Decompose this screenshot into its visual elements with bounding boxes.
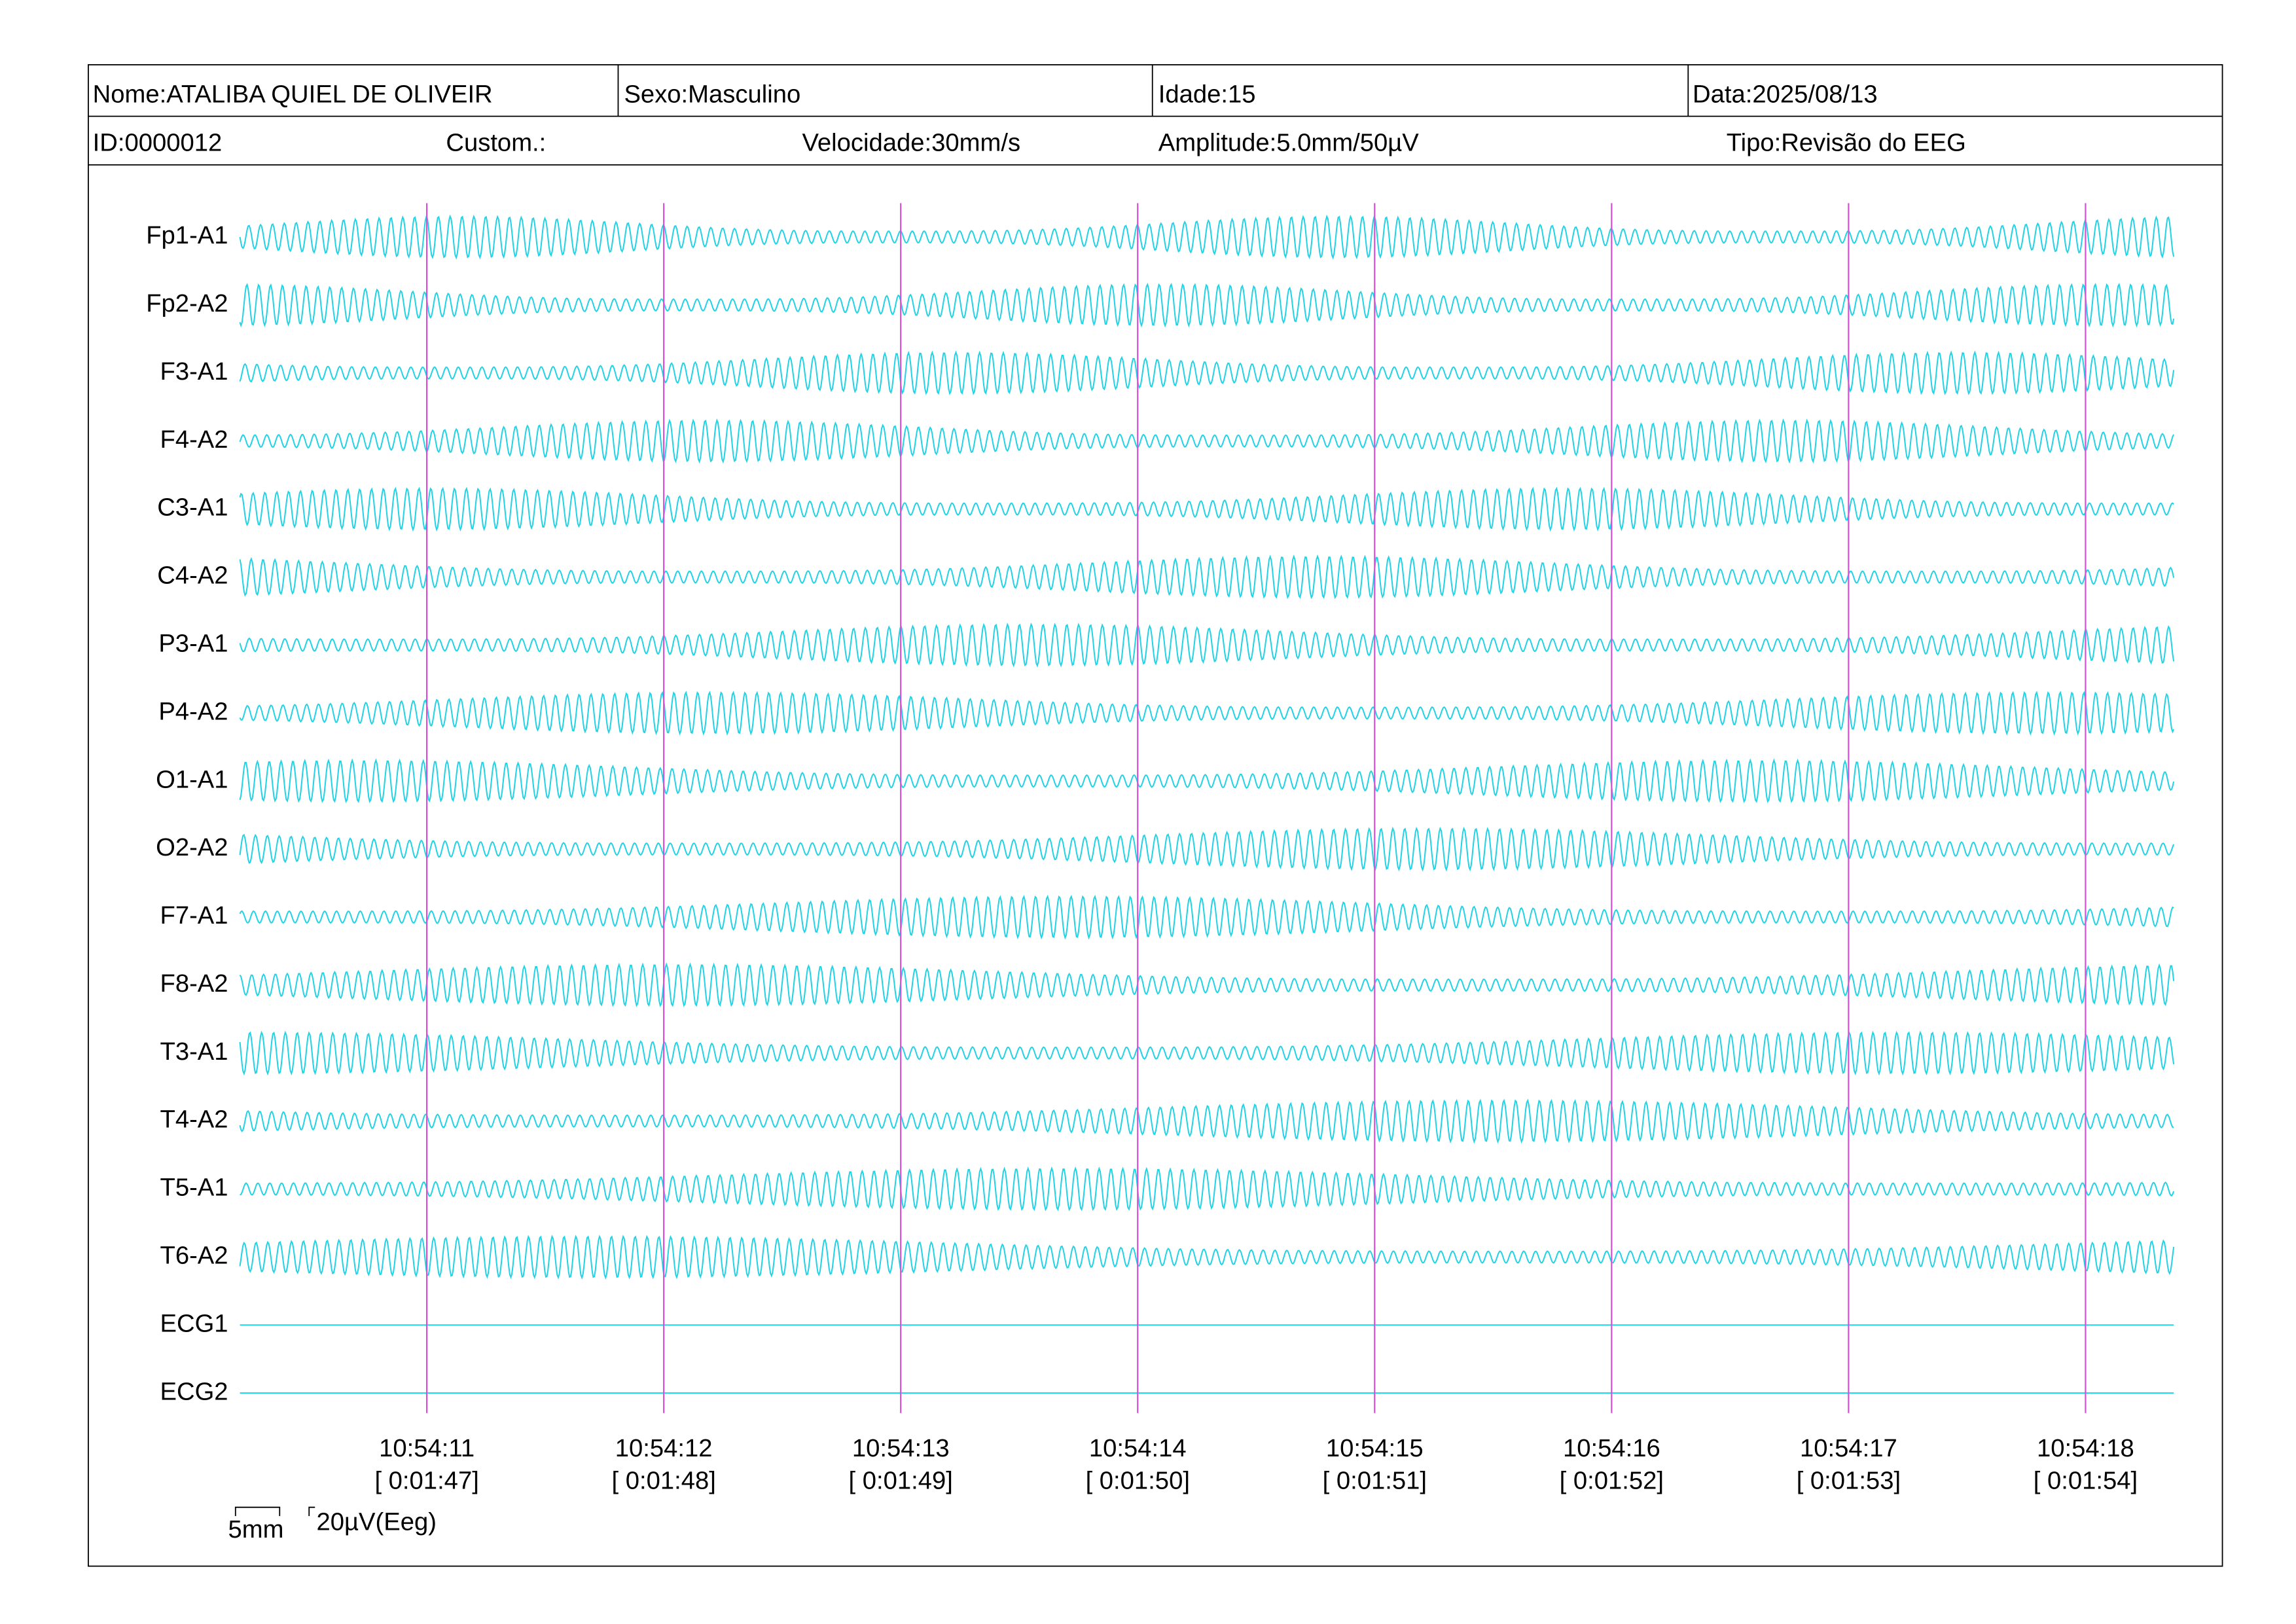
channel-label: Fp2-A2 xyxy=(146,289,228,317)
trace xyxy=(239,691,2175,736)
trace xyxy=(239,282,2175,328)
elapsed-label: [ 0:01:49] xyxy=(849,1467,953,1495)
channel-label: C3-A1 xyxy=(157,494,228,522)
channel-label: F3-A1 xyxy=(160,357,228,386)
trace xyxy=(239,826,2175,872)
channel-label: C4-A2 xyxy=(157,562,228,590)
sex: Sexo:Masculino xyxy=(624,80,800,108)
speed: Velocidade:30mm/s xyxy=(802,128,1021,156)
time-label: 10:54:13 xyxy=(852,1434,950,1462)
trace xyxy=(239,486,2174,532)
time-label: 10:54:17 xyxy=(1800,1434,1897,1462)
trace xyxy=(239,350,2175,395)
custom: Custom.: xyxy=(446,128,546,156)
patient-id: ID:0000012 xyxy=(93,128,223,156)
elapsed-label: [ 0:01:50] xyxy=(1086,1467,1190,1495)
elapsed-label: [ 0:01:52] xyxy=(1560,1467,1664,1495)
trace xyxy=(239,894,2174,940)
channel-label: T6-A2 xyxy=(160,1241,228,1269)
amp-bar xyxy=(308,1506,315,1517)
channel-label: F7-A1 xyxy=(160,901,228,929)
channel-label: T4-A2 xyxy=(160,1106,228,1134)
channel-label: F8-A2 xyxy=(160,969,228,998)
time-label: 10:54:12 xyxy=(615,1434,713,1462)
time-label: 10:54:16 xyxy=(1563,1434,1660,1462)
elapsed-label: [ 0:01:48] xyxy=(611,1467,715,1495)
channel-label: O2-A2 xyxy=(156,833,228,861)
time-scale: 5mm xyxy=(228,1515,284,1543)
channel-label: O1-A1 xyxy=(156,765,228,793)
trace xyxy=(239,1030,2175,1076)
trace xyxy=(239,554,2175,600)
patient-name: Nome:ATALIBA QUIEL DE OLIVEIR xyxy=(93,80,493,108)
trace xyxy=(239,962,2175,1007)
exam-type: Tipo:Revisão do EEG xyxy=(1727,128,1966,156)
time-label: 10:54:15 xyxy=(1326,1434,1424,1462)
trace xyxy=(239,214,2175,260)
trace xyxy=(239,758,2175,803)
channel-label: P4-A2 xyxy=(158,697,228,725)
date: Data:2025/08/13 xyxy=(1693,80,1878,108)
trace xyxy=(239,1098,2174,1144)
channel-label: Fp1-A1 xyxy=(146,221,228,249)
age: Idade:15 xyxy=(1158,80,1256,108)
amplitude-scale: 20µV(Eeg) xyxy=(316,1508,436,1536)
time-label: 10:54:18 xyxy=(2037,1434,2134,1462)
elapsed-label: [ 0:01:53] xyxy=(1797,1467,1901,1495)
elapsed-label: [ 0:01:51] xyxy=(1323,1467,1427,1495)
channel-label: ECG2 xyxy=(160,1377,228,1405)
channel-label: F4-A2 xyxy=(160,425,228,454)
channel-label: ECG1 xyxy=(160,1309,228,1337)
elapsed-label: [ 0:01:47] xyxy=(374,1467,478,1495)
scale-bar xyxy=(234,1506,281,1517)
frame xyxy=(88,64,2223,1567)
trace xyxy=(239,418,2175,464)
time-label: 10:54:14 xyxy=(1089,1434,1187,1462)
channel-label: T5-A1 xyxy=(160,1174,228,1202)
trace xyxy=(239,622,2175,668)
channel-label: P3-A1 xyxy=(158,629,228,657)
trace xyxy=(240,1166,2175,1212)
amplitude: Amplitude:5.0mm/50µV xyxy=(1158,128,1420,156)
elapsed-label: [ 0:01:54] xyxy=(2034,1467,2138,1495)
channel-label: T3-A1 xyxy=(160,1038,228,1066)
trace xyxy=(239,1235,2175,1280)
time-label: 10:54:11 xyxy=(379,1434,475,1462)
